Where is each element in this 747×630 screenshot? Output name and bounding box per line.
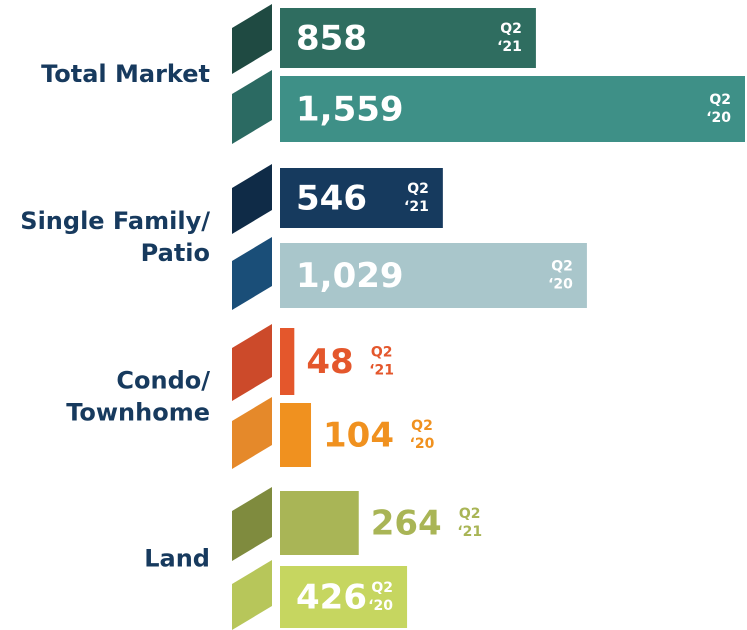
bar <box>280 243 587 308</box>
period-label: ‘20 <box>548 277 573 293</box>
stripe <box>232 164 272 234</box>
value-label: 546 <box>296 179 367 219</box>
stripe <box>232 397 272 469</box>
period-label: Q2 <box>709 92 731 108</box>
value-label: 858 <box>296 19 367 59</box>
category-label: Condo/ <box>116 367 210 395</box>
period-label: Q2 <box>459 506 481 522</box>
stripe <box>232 560 272 630</box>
period-label: ‘21 <box>457 524 482 540</box>
period-label: Q2 <box>500 21 522 37</box>
value-label: 104 <box>323 416 394 456</box>
value-label: 48 <box>306 342 353 382</box>
category-label: Land <box>144 545 210 573</box>
period-label: ‘21 <box>497 39 522 55</box>
bar <box>280 491 359 555</box>
category-label: Townhome <box>66 399 210 427</box>
period-label: ‘20 <box>368 598 393 614</box>
period-label: ‘21 <box>369 363 394 379</box>
category-label: Single Family/ <box>20 207 210 235</box>
value-label: 264 <box>371 504 442 544</box>
value-label: 1,029 <box>296 256 404 296</box>
stripe <box>232 237 272 310</box>
category-label: Total Market <box>41 60 210 88</box>
period-label: ‘21 <box>404 199 429 215</box>
stripe <box>232 487 272 561</box>
value-label: 426 <box>296 578 367 618</box>
bar <box>280 566 408 628</box>
period-label: Q2 <box>371 580 393 596</box>
period-label: Q2 <box>411 418 433 434</box>
bar <box>280 403 312 467</box>
bar <box>280 8 536 68</box>
stripe <box>232 324 272 401</box>
stripe <box>232 70 272 144</box>
period-label: Q2 <box>551 259 573 275</box>
bar <box>280 168 443 228</box>
bar <box>280 76 745 142</box>
category-label: Patio <box>141 239 210 267</box>
period-label: ‘20 <box>410 436 435 452</box>
value-label: 1,559 <box>296 90 404 130</box>
period-label: ‘20 <box>706 110 731 126</box>
bar <box>280 328 295 395</box>
period-label: Q2 <box>407 181 429 197</box>
period-label: Q2 <box>371 345 393 361</box>
stripe <box>232 4 272 74</box>
